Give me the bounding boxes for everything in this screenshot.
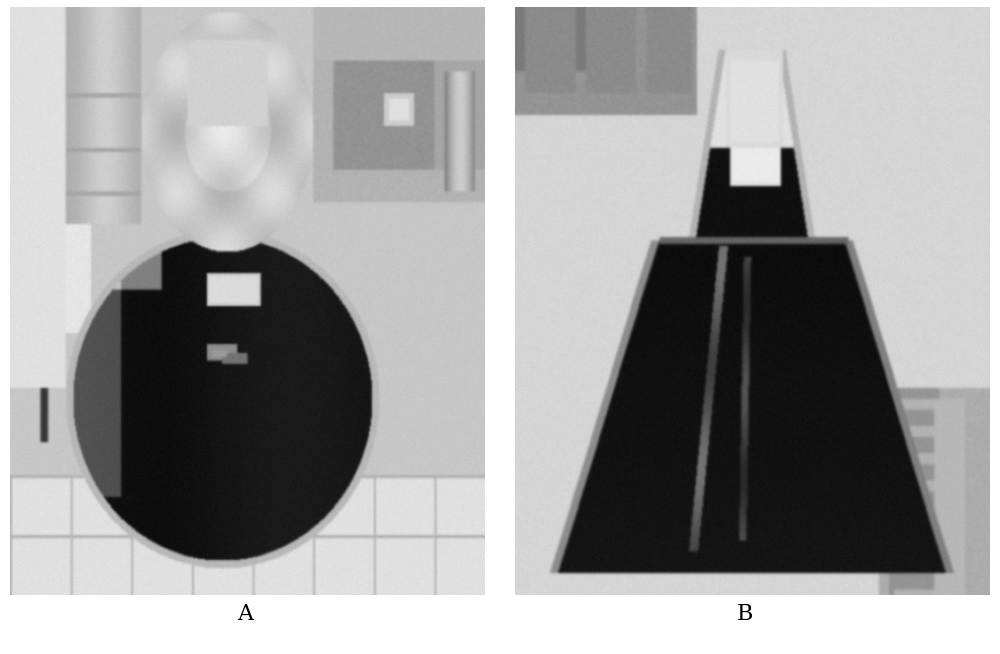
Text: A: A [237,602,253,625]
Text: B: B [737,602,753,625]
